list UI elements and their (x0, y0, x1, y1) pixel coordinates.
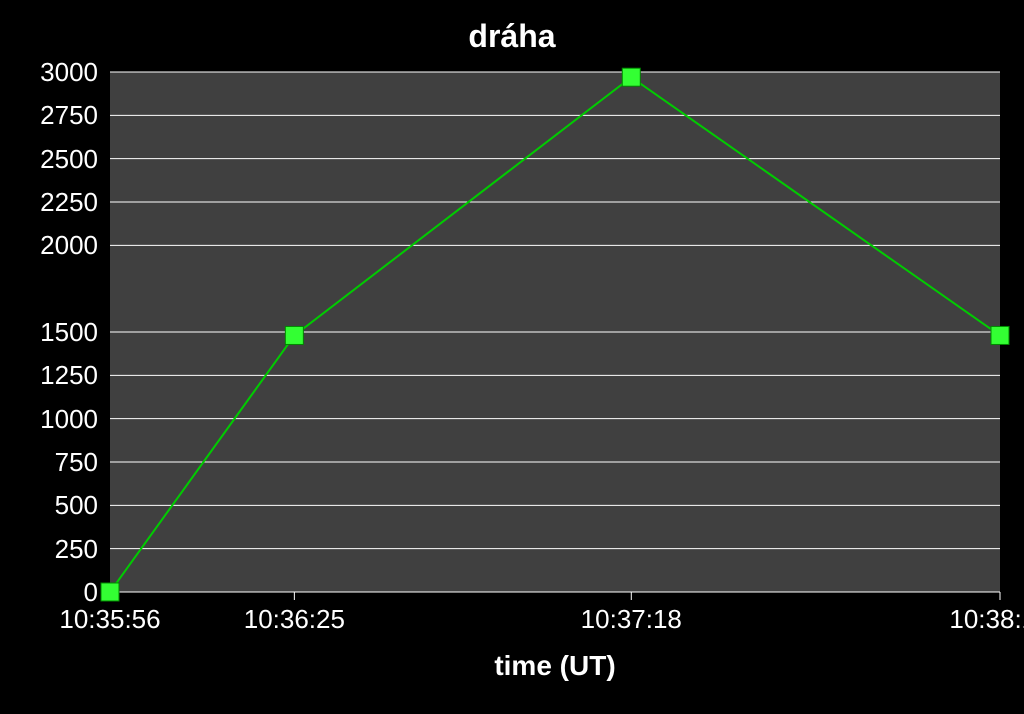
x-tick-label: 10:38:16 (949, 604, 1024, 635)
y-tick-label: 750 (0, 447, 98, 478)
y-tick-label: 2000 (0, 230, 98, 261)
y-tick-label: 500 (0, 490, 98, 521)
series-marker (101, 583, 119, 601)
x-tick-label: 10:36:25 (244, 604, 345, 635)
y-tick-label: 250 (0, 534, 98, 565)
x-tick-label: 10:37:18 (581, 604, 682, 635)
x-tick-label: 10:35:56 (59, 604, 160, 635)
x-axis-label: time (UT) (110, 650, 1000, 682)
y-tick-label: 2500 (0, 144, 98, 175)
y-tick-label: 1250 (0, 360, 98, 391)
y-tick-label: 2250 (0, 187, 98, 218)
series-marker (622, 68, 640, 86)
y-tick-label: 2750 (0, 100, 98, 131)
chart-container: dráha time (UT) 025050075010001250150020… (0, 0, 1024, 714)
series-line (110, 77, 1000, 592)
series-marker (285, 326, 303, 344)
series-marker (991, 326, 1009, 344)
y-tick-label: 3000 (0, 57, 98, 88)
y-tick-label: 1000 (0, 404, 98, 435)
y-tick-label: 1500 (0, 317, 98, 348)
